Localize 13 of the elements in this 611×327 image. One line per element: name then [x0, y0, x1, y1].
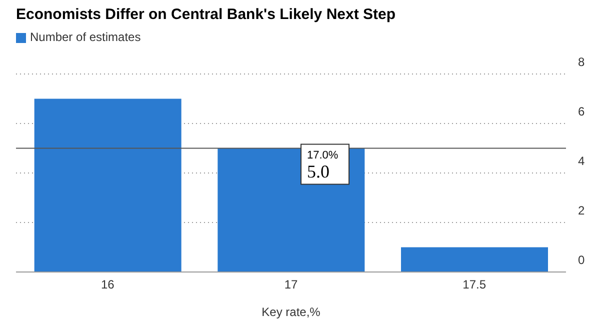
y-tick-label: 8	[578, 55, 585, 69]
y-tick-label: 2	[578, 204, 585, 218]
x-tick-label: 17	[284, 278, 298, 292]
y-tick-label: 0	[578, 253, 585, 267]
x-tick-label: 16	[100, 278, 115, 292]
x-tick-label: 17.5	[462, 278, 486, 292]
x-axis-title: Key rate,%	[262, 305, 321, 319]
chart-title: Economists Differ on Central Bank's Likely Next Step	[16, 6, 396, 23]
legend-label: Number of estimates	[30, 30, 141, 44]
annotation: 17.0%	[307, 149, 338, 162]
y-tick-label: 6	[578, 104, 585, 118]
y-tick-label: 4	[578, 154, 585, 168]
annotation: 5.0	[307, 161, 330, 182]
